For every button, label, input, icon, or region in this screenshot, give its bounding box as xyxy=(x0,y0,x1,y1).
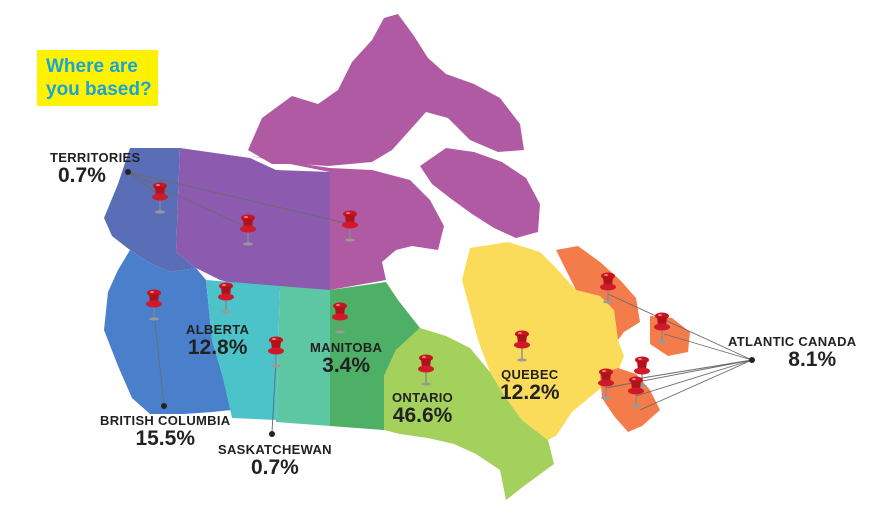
region-value: 8.1% xyxy=(788,348,837,371)
maritimes-region xyxy=(600,368,660,432)
alberta-region xyxy=(206,280,280,420)
region-value: 12.2% xyxy=(500,381,560,404)
british-columbia-region xyxy=(104,250,232,414)
british-columbia-label: BRITISH COLUMBIA 15.5% xyxy=(100,413,230,450)
atlantic-canada-label: ATLANTIC CANADA 8.1% xyxy=(728,334,856,371)
quebec-region xyxy=(462,242,624,440)
ontario-label: ONTARIO 46.6% xyxy=(392,390,453,427)
leader-lines xyxy=(127,171,753,433)
territories-dot xyxy=(125,169,131,175)
region-value: 15.5% xyxy=(135,427,195,450)
region-name: QUEBEC xyxy=(501,367,559,382)
yukon-region xyxy=(104,148,196,272)
title-box: Where are you based? xyxy=(37,50,158,106)
alberta-label: ALBERTA 12.8% xyxy=(186,322,249,359)
region-name: BRITISH COLUMBIA xyxy=(100,413,231,428)
region-name: ONTARIO xyxy=(392,390,454,405)
saskatchewan-label: SASKATCHEWAN 0.7% xyxy=(218,442,332,479)
region-name: MANITOBA xyxy=(310,340,383,355)
region-value: 0.7% xyxy=(58,164,106,187)
manitoba-label: MANITOBA 3.4% xyxy=(310,340,382,377)
region-name: SASKATCHEWAN xyxy=(218,442,332,457)
region-name: ALBERTA xyxy=(186,322,250,337)
saskatchewan-region xyxy=(276,286,330,426)
british-columbia-dot xyxy=(161,403,167,409)
title-line-1: Where are xyxy=(46,56,138,77)
labrador-region xyxy=(556,246,640,340)
saskatchewan-dot xyxy=(269,431,275,437)
baffin-island xyxy=(420,148,540,238)
nunavut-region xyxy=(248,14,524,166)
atlantic-dot xyxy=(749,357,755,363)
territories-label: TERRITORIES 0.7% xyxy=(50,150,140,187)
manitoba-region xyxy=(330,282,420,430)
region-name: ATLANTIC CANADA xyxy=(728,334,857,349)
quebec-label: QUEBEC 12.2% xyxy=(500,367,560,404)
title-line-2: you based? xyxy=(46,79,152,100)
region-name: TERRITORIES xyxy=(50,150,141,165)
region-value: 0.7% xyxy=(250,456,299,479)
region-value: 3.4% xyxy=(322,354,371,377)
region-value: 12.8% xyxy=(187,336,248,359)
region-value: 46.6% xyxy=(392,404,453,427)
